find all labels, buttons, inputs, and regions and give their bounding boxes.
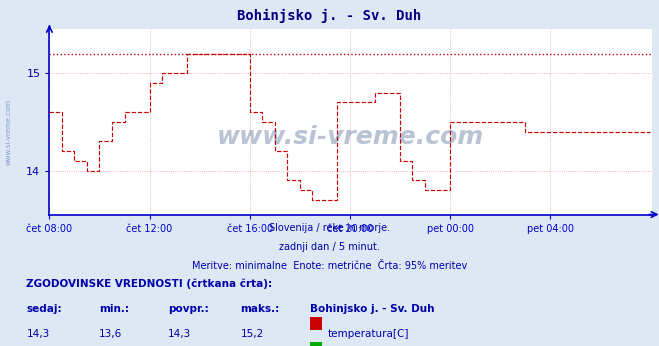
Text: maks.:: maks.:	[241, 304, 280, 315]
Text: zadnji dan / 5 minut.: zadnji dan / 5 minut.	[279, 242, 380, 252]
Text: www.si-vreme.com: www.si-vreme.com	[217, 125, 484, 149]
Text: sedaj:: sedaj:	[26, 304, 62, 315]
Text: 14,3: 14,3	[26, 329, 49, 339]
Text: 14,3: 14,3	[168, 329, 191, 339]
Text: Meritve: minimalne  Enote: metrične  Črta: 95% meritev: Meritve: minimalne Enote: metrične Črta:…	[192, 261, 467, 271]
Text: ZGODOVINSKE VREDNOSTI (črtkana črta):: ZGODOVINSKE VREDNOSTI (črtkana črta):	[26, 279, 272, 289]
Text: Bohinjsko j. - Sv. Duh: Bohinjsko j. - Sv. Duh	[237, 9, 422, 23]
Text: temperatura[C]: temperatura[C]	[328, 329, 410, 339]
Text: povpr.:: povpr.:	[168, 304, 209, 315]
Text: Slovenija / reke in morje.: Slovenija / reke in morje.	[269, 223, 390, 233]
Text: 13,6: 13,6	[99, 329, 122, 339]
Text: www.si-vreme.com: www.si-vreme.com	[5, 98, 12, 165]
Text: 15,2: 15,2	[241, 329, 264, 339]
Text: Bohinjsko j. - Sv. Duh: Bohinjsko j. - Sv. Duh	[310, 304, 434, 315]
Text: min.:: min.:	[99, 304, 129, 315]
